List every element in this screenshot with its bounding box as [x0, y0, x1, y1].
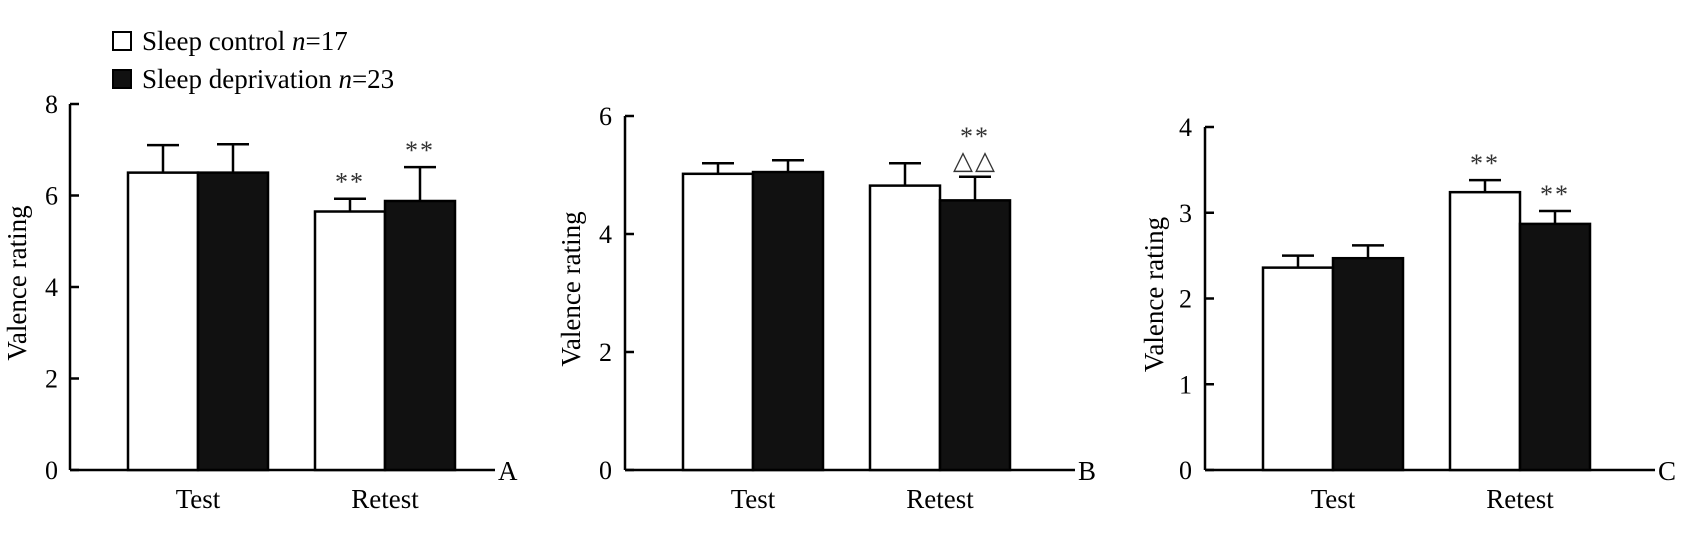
bar-sleep-control [1261, 266, 1335, 472]
legend-n-label: n [338, 63, 352, 94]
bar-sleep-control [313, 210, 387, 472]
panel-label: B [1078, 456, 1096, 486]
y-tick-label: 4 [1179, 113, 1192, 142]
x-tick-label: Test [1311, 484, 1356, 514]
bar-sleep-control [868, 184, 942, 472]
x-tick-label: Test [731, 484, 776, 514]
y-tick-label: 3 [1179, 199, 1192, 228]
legend-entry-sleep-deprivation: Sleep deprivation n=23 [112, 60, 394, 98]
y-tick-label: 2 [1179, 285, 1192, 314]
y-tick-label: 0 [599, 456, 612, 485]
x-tick-label: Retest [1486, 484, 1554, 514]
bar-sleep-deprivation [751, 170, 825, 472]
panel-label: C [1658, 456, 1676, 486]
legend-n-value: =17 [305, 25, 348, 56]
legend-label: Sleep deprivation [142, 63, 332, 94]
x-tick-label: Test [176, 484, 221, 514]
bar-sleep-deprivation [1331, 256, 1405, 472]
bar-sleep-control [1448, 190, 1522, 472]
legend-n-label: n [291, 25, 306, 56]
y-tick-label: 6 [599, 102, 612, 131]
legend-swatch-filled [112, 69, 132, 89]
significance-triangles: △△ [953, 146, 997, 175]
legend-swatch-open [112, 31, 132, 51]
y-axis-label: Valence rating [1139, 217, 1169, 372]
y-tick-label: 4 [45, 273, 58, 302]
y-tick-label: 4 [599, 220, 612, 249]
legend-n-value: =23 [351, 63, 395, 94]
legend-entry-sleep-control: Sleep control n=17 [112, 22, 394, 60]
y-tick-label: 8 [45, 90, 58, 119]
y-axis-label: Valence rating [2, 205, 32, 360]
y-axis-label: Valence rating [556, 211, 586, 366]
y-tick-label: 0 [1179, 456, 1192, 485]
bar-sleep-deprivation [938, 199, 1012, 472]
y-tick-label: 1 [1179, 370, 1192, 399]
significance-stars: ** [405, 136, 435, 165]
x-tick-label: Retest [906, 484, 974, 514]
significance-stars: ** [1540, 180, 1570, 209]
bar-sleep-control [681, 172, 755, 472]
y-tick-label: 2 [45, 365, 58, 394]
legend: Sleep control n=17 Sleep deprivation n=2… [112, 22, 394, 98]
bar-sleep-control [126, 171, 200, 472]
significance-stars: ** [335, 168, 365, 197]
y-tick-label: 6 [45, 182, 58, 211]
panel-label: A [498, 456, 518, 486]
significance-stars: ** [960, 122, 990, 151]
x-tick-label: Retest [351, 484, 419, 514]
bar-sleep-deprivation [196, 171, 270, 472]
bar-sleep-deprivation [383, 199, 457, 472]
legend-label: Sleep control [142, 25, 286, 56]
y-tick-label: 0 [45, 456, 58, 485]
significance-stars: ** [1470, 149, 1500, 178]
bar-sleep-deprivation [1518, 222, 1592, 472]
y-tick-label: 2 [599, 338, 612, 367]
